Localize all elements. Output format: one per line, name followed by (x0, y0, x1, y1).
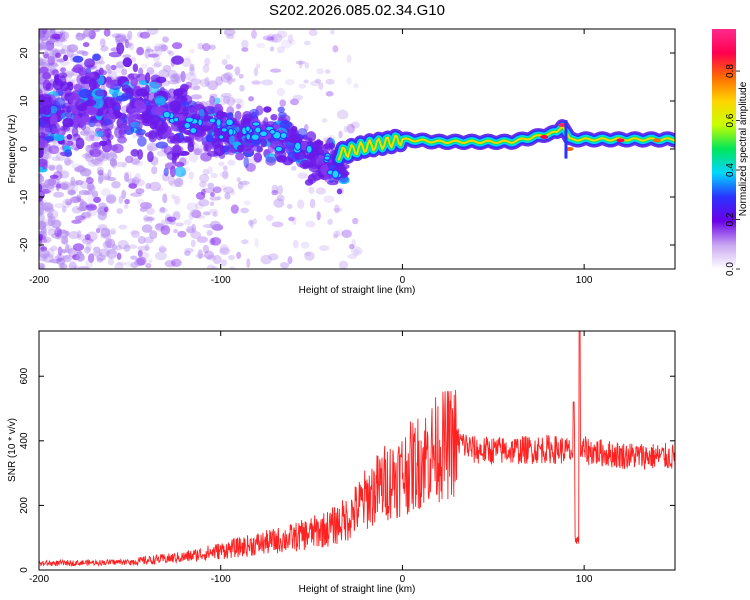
spectrogram-y-ticks: -20 -10 0 10 20 (19, 47, 675, 252)
snr-series-line (39, 331, 675, 568)
colorbar-tick-label: 0.2 (725, 212, 736, 226)
spectrogram-y-label: Frequency (Hz) (7, 115, 18, 184)
y-tick-label: -20 (19, 237, 30, 252)
x-tick-label: 100 (576, 275, 593, 286)
x-tick-label: 100 (576, 574, 593, 585)
x-tick-label: -100 (211, 275, 231, 286)
spectrogram-blobs (39, 29, 363, 269)
y-tick-label: 0 (19, 567, 30, 573)
snr-panel: -200 -100 0 100 0 200 400 600 Height of straig… (7, 330, 676, 595)
y-tick-label: 20 (19, 47, 30, 59)
snr-x-label: Height of straight line (km) (299, 584, 416, 595)
colorbar-label: Normalized spectral amplitude (738, 81, 749, 216)
snr-background (39, 331, 675, 570)
snr-x-ticks: -200 -100 0 100 (29, 331, 593, 585)
y-tick-label: 200 (19, 497, 30, 514)
colorbar-tick-label: 0.8 (725, 64, 736, 78)
y-tick-label: 0 (19, 146, 30, 152)
y-tick-label: 10 (19, 95, 30, 107)
spectrogram-x-label: Height of straight line (km) (299, 285, 416, 296)
y-tick-label: 600 (19, 367, 30, 384)
spectrogram-trace (331, 119, 675, 167)
colorbar-tick-label: 0.0 (725, 262, 736, 276)
x-tick-label: -200 (29, 275, 49, 286)
spectrogram-x-ticks: -200 -100 0 100 (29, 29, 593, 286)
colorbar-ticks: 0.0 0.2 0.4 0.6 0.8 (725, 64, 740, 276)
colorbar-tick-label: 0.4 (725, 163, 736, 177)
x-tick-label: -200 (29, 574, 49, 585)
snr-y-label: SNR (10 * v/v) (7, 418, 18, 482)
colorbar-gradient (712, 29, 736, 269)
colorbar: 0.0 0.2 0.4 0.6 0.8 Normalized spectral ampl… (712, 29, 749, 276)
x-tick-label: 0 (400, 574, 406, 585)
figure-title: S202.2026.085.02.34.G10 (269, 2, 445, 19)
x-tick-label: 0 (400, 275, 406, 286)
snr-frame (38, 330, 676, 571)
y-tick-label: -10 (19, 189, 30, 204)
y-tick-label: 400 (19, 432, 30, 449)
colorbar-tick-label: 0.6 (725, 113, 736, 127)
snr-y-ticks: 0 200 400 600 (19, 367, 675, 573)
x-tick-label: -100 (211, 574, 231, 585)
